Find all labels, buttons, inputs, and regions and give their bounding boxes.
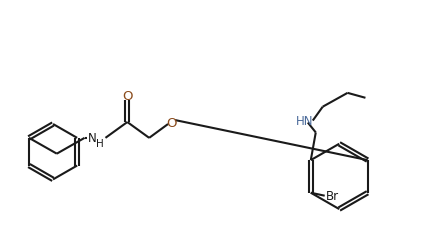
Text: HN: HN [296, 114, 313, 128]
Text: N: N [88, 132, 96, 145]
Text: H: H [95, 138, 103, 148]
Text: O: O [122, 90, 132, 102]
Text: O: O [166, 116, 176, 129]
Text: Br: Br [326, 190, 339, 202]
